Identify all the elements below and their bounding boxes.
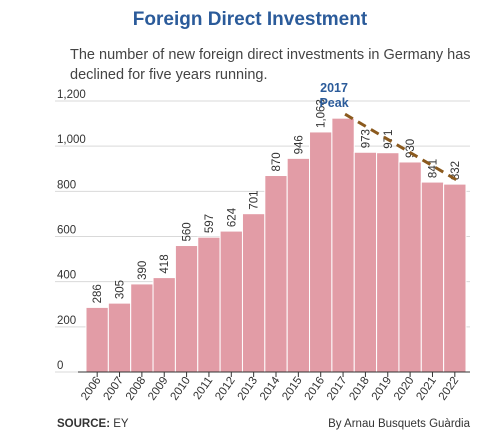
data-label: 624 [226,207,238,227]
x-tick-label: 2010 [169,375,194,403]
y-tick-label: 600 [57,225,76,237]
x-tick-label: 2012 [213,375,238,403]
y-tick-label: 1,200 [57,89,86,101]
bar [264,175,288,373]
bar [85,306,109,373]
bar [331,117,355,373]
y-tick-label: 0 [57,360,63,372]
y-tick-label: 400 [57,270,76,282]
data-label: 832 [450,161,462,180]
x-tick-label: 2021 [414,375,439,403]
y-tick-label: 1,000 [57,134,86,146]
bar [309,131,333,373]
bar [241,213,266,373]
y-tick-label: 200 [57,315,76,327]
bar [174,245,199,373]
annotation-label: Peak [319,96,348,110]
bar [219,230,243,373]
x-tick-label: 2015 [280,375,305,403]
data-label: 305 [115,280,127,299]
bar [197,236,221,373]
y-tick-label: 800 [57,179,76,191]
data-label: 701 [249,191,261,210]
x-tick-label: 2020 [392,375,417,403]
x-tick-label: 2007 [101,375,126,403]
annotation-label: 2017 [320,81,348,95]
data-label: 870 [271,152,283,171]
bar [152,277,176,373]
x-tick-label: 2013 [236,375,261,403]
data-label: 390 [137,261,149,280]
bar [353,151,378,373]
data-label: 418 [159,254,171,273]
bar [398,161,422,373]
bar [107,302,132,373]
bar [286,157,311,373]
bar [130,283,154,373]
bar [443,183,467,373]
data-label: 946 [293,135,305,154]
chart-title: Foreign Direct Investment [132,9,368,30]
bar [376,152,400,373]
x-tick-label: 2016 [303,375,328,403]
data-label: 560 [182,222,194,241]
x-tick-label: 2017 [325,375,350,403]
x-tick-label: 2006 [79,375,104,403]
source-value: EY [113,418,129,430]
chart-subtitle: The number of new foreign direct investm… [70,47,471,83]
data-label: 1,063 [316,99,328,128]
x-tick-label: 2008 [124,375,149,403]
x-tick-label: 2018 [347,375,372,403]
source-note: SOURCE: EY [57,418,129,430]
source-label: SOURCE: [57,418,111,430]
data-label: 597 [204,214,216,233]
byline: By Arnau Busquets Guàrdia [328,418,470,430]
trend-line [344,112,458,182]
data-label: 286 [92,284,104,303]
x-tick-label: 2019 [370,375,395,403]
x-tick-label: 2009 [146,375,171,403]
x-tick-label: 2011 [191,375,215,402]
x-tick-label: 2014 [258,374,283,402]
bar [420,181,445,373]
x-tick-label: 2022 [437,375,462,403]
data-label: 973 [360,129,372,148]
